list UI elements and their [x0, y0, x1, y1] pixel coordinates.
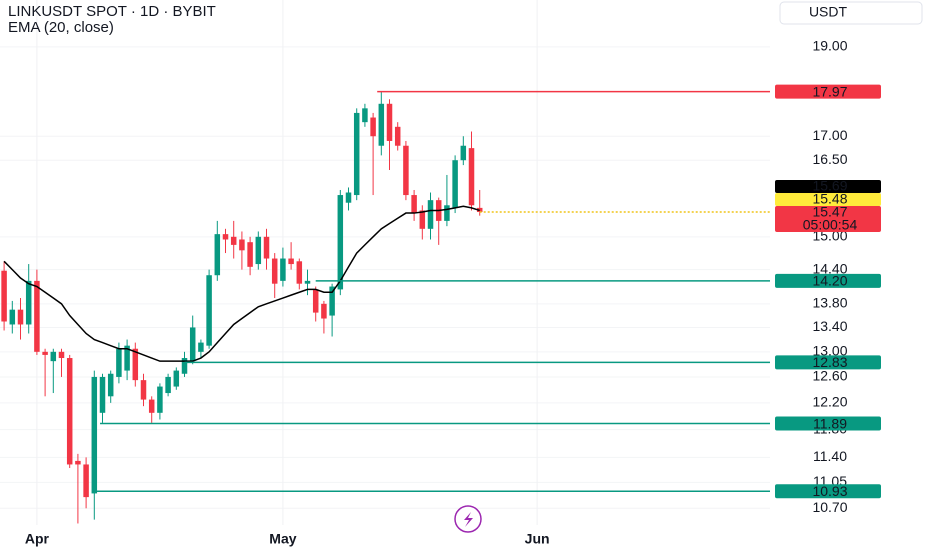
x-tick-label: Apr [25, 531, 50, 547]
price-axis: 19.0017.0016.5015.0014.4013.8013.4013.00… [775, 38, 881, 515]
level-label: 12.83 [812, 354, 847, 370]
y-tick-label: 14.40 [812, 260, 847, 276]
candle-body [42, 351, 48, 355]
countdown: 05:00:54 [803, 217, 858, 233]
level-label: 14.20 [812, 273, 847, 289]
candle-body [239, 239, 245, 251]
candle-body [345, 192, 352, 203]
candle-body [58, 351, 65, 359]
level-badge [775, 416, 881, 431]
candle-body [427, 200, 434, 229]
level-label: 11.89 [813, 415, 847, 431]
candle-body [411, 195, 417, 214]
candle-body [419, 210, 426, 229]
candle-body [66, 358, 73, 465]
candle-body [370, 117, 376, 137]
y-tick-label: 10.70 [812, 499, 847, 515]
logo-bolt [464, 512, 473, 527]
y-tick-label: 12.60 [812, 368, 847, 384]
y-tick-label: 13.80 [812, 295, 847, 311]
candle-body [99, 376, 106, 413]
x-tick-label: Jun [525, 531, 550, 547]
ema-line [3, 205, 480, 362]
candle-body [403, 145, 409, 196]
candle-body [157, 386, 163, 413]
candle-body [460, 145, 467, 161]
candle-body [165, 376, 171, 394]
price-badge [775, 180, 881, 194]
last-price-label: 15.47 [812, 204, 847, 220]
y-tick-label: 13.00 [812, 343, 847, 359]
candle-body [9, 309, 16, 325]
candle-body [107, 373, 114, 397]
candle-body [362, 108, 368, 123]
level-label: 10.93 [812, 483, 847, 499]
candle-body [91, 376, 98, 494]
y-tick-label: 12.20 [812, 394, 847, 410]
candle-body [444, 205, 450, 221]
candle-body [288, 258, 294, 265]
candle-body [263, 236, 270, 259]
candle-body [124, 345, 130, 371]
candle-body [50, 351, 57, 362]
candle-body [206, 275, 212, 346]
level-label: 17.97 [812, 83, 847, 99]
candle-body [394, 126, 401, 146]
candle-body [353, 112, 360, 196]
candle-body [304, 280, 311, 284]
candle-body [75, 460, 81, 465]
y-tick-label: 17.00 [812, 127, 847, 143]
currency-button[interactable] [779, 1, 923, 25]
last-price-badge [775, 206, 881, 233]
candle-body [271, 258, 278, 284]
candle-body [198, 342, 204, 352]
indicator-name: EMA (20, close) [8, 19, 114, 36]
y-tick-label: 19.00 [812, 38, 847, 54]
x-tick-label: May [269, 531, 296, 547]
plot [1, 90, 770, 524]
candle-body [386, 103, 393, 141]
candle-body [255, 236, 262, 265]
candle-body [189, 327, 196, 362]
candle-body [337, 195, 344, 290]
candle-body [181, 358, 188, 374]
level-badge [775, 273, 881, 288]
candle-body [321, 303, 327, 319]
y-tick-label: 13.40 [812, 318, 847, 334]
level-badge [775, 84, 881, 99]
level-badge [775, 484, 881, 499]
candle-body [132, 348, 139, 381]
candle-body [222, 234, 229, 240]
candle-body [312, 289, 319, 313]
price-badge [775, 193, 881, 207]
candle-body [296, 261, 303, 284]
candle-body [34, 280, 40, 352]
candle-body [378, 103, 385, 146]
candle-body [329, 286, 335, 316]
candle-body [1, 270, 7, 322]
candle-body [83, 464, 89, 498]
price-badge-label: 15.69 [812, 178, 847, 194]
candle-body [452, 160, 458, 208]
candle-body [116, 348, 122, 377]
candle-body [247, 242, 253, 267]
currency[interactable]: USDT [809, 4, 848, 20]
candle-body [468, 148, 475, 206]
candle-body [173, 370, 180, 387]
candle-body [230, 236, 237, 245]
candle-body [280, 258, 286, 281]
candle-body [17, 309, 24, 325]
y-tick-label: 16.50 [812, 151, 847, 167]
price-badge-label: 15.48 [812, 191, 847, 207]
level-badge [775, 355, 881, 370]
candle-body [214, 234, 221, 276]
candle-body [25, 280, 32, 325]
y-tick-label: 11.40 [813, 448, 847, 464]
candle-body [140, 380, 147, 400]
candle-body [148, 399, 155, 413]
chart-title: LINKUSDT SPOT · 1D · BYBIT [8, 3, 216, 20]
